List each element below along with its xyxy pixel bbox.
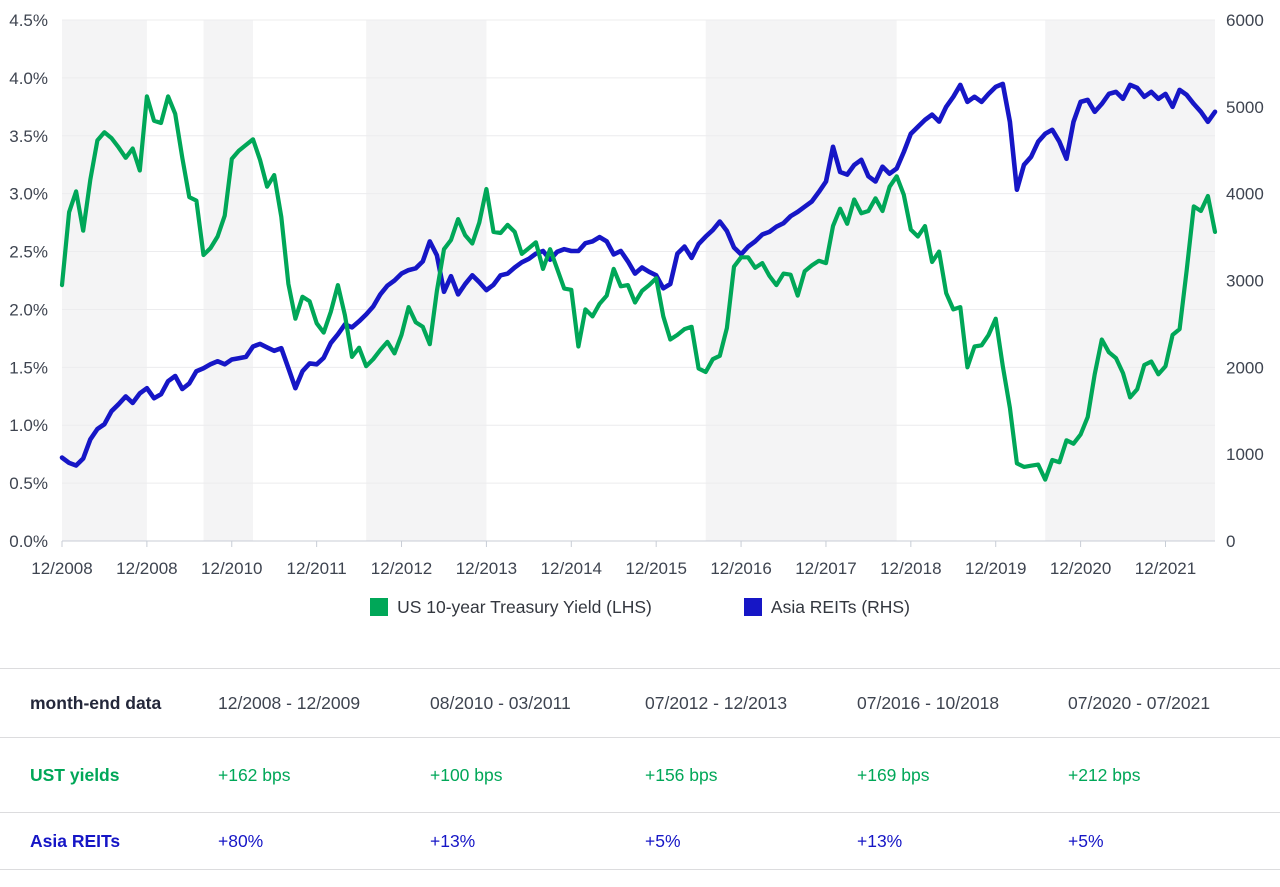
x-tick-label: 12/2014 (541, 559, 602, 578)
ust-value-cell: +162 bps (218, 764, 291, 785)
y-left-tick-label: 3.0% (9, 185, 48, 204)
ust-yield-swatch (370, 598, 389, 616)
period-cell: 08/2010 - 03/2011 (430, 692, 571, 713)
x-tick-label: 12/2008 (116, 559, 177, 578)
legend-item-ust-yield: US 10-year Treasury Yield (LHS) (370, 597, 652, 618)
asia-reits-line (59, 81, 1218, 468)
ust-yield-legend-label: US 10-year Treasury Yield (LHS) (397, 596, 652, 617)
asia-reits-legend-label: Asia REITs (RHS) (770, 596, 910, 617)
y-left-tick-label: 0.5% (9, 474, 48, 493)
x-tick-label: 12/2018 (880, 559, 941, 578)
table-row-periods: month-end data 12/2008 - 12/2009 08/2010… (0, 668, 1280, 737)
y-right-tick-label: 6000 (1226, 11, 1264, 30)
y-left-tick-label: 2.0% (9, 300, 48, 319)
ust-value-cell: +156 bps (645, 764, 718, 785)
reits-value-cell: +5% (1068, 830, 1104, 851)
x-tick-label: 12/2016 (710, 559, 771, 578)
y-right-tick-label: 4000 (1226, 185, 1264, 204)
y-left-tick-label: 0.0% (9, 532, 48, 551)
table-header-label: month-end data (30, 692, 162, 713)
reits-row-label: Asia REITs (30, 830, 121, 851)
x-tick-label: 12/2013 (456, 559, 517, 578)
x-tick-label: 12/2010 (201, 559, 262, 578)
x-tick-label: 12/2011 (287, 559, 347, 578)
y-right-tick-label: 0 (1226, 532, 1235, 551)
y-left-tick-label: 4.0% (9, 69, 48, 88)
summary-table: month-end data 12/2008 - 12/2009 08/2010… (0, 668, 1280, 870)
ust-value-cell: +169 bps (857, 764, 930, 785)
table-row-ust-yields: UST yields +162 bps +100 bps +156 bps +1… (0, 737, 1280, 812)
x-tick-label: 12/2012 (371, 559, 432, 578)
period-cell: 07/2020 - 07/2021 (1068, 692, 1211, 713)
x-tick-label: 12/2020 (1050, 559, 1111, 578)
reits-value-cell: +13% (430, 830, 476, 851)
y-left-tick-label: 1.0% (9, 416, 48, 435)
y-right-tick-label: 5000 (1226, 98, 1264, 117)
highlight-band (62, 20, 147, 541)
x-tick-label: 12/2017 (795, 559, 856, 578)
dual-axis-line-chart: 0.0% 0.5% 1.0% 1.5% 2.0% 2.5% 3.0% 3.5% 4.0% 4.5%… (9, 11, 1264, 578)
reits-value-cell: +80% (218, 830, 264, 851)
ust-value-cell: +212 bps (1068, 764, 1141, 785)
x-tick-label: 12/2015 (625, 559, 686, 578)
x-tick-label: 12/2021 (1135, 559, 1196, 578)
y-right-tick-label: 1000 (1226, 445, 1264, 464)
y-right-tick-label: 2000 (1226, 358, 1264, 377)
ust-yield-line (59, 94, 1218, 482)
legend-item-asia-reits: Asia REITs (RHS) (743, 596, 910, 618)
period-cell: 07/2016 - 10/2018 (857, 692, 1000, 713)
asia-reits-swatch (743, 598, 762, 616)
y-left-tick-label: 2.5% (9, 243, 48, 262)
reits-value-cell: +13% (857, 830, 903, 851)
ust-value-cell: +100 bps (430, 764, 503, 785)
x-tick-label: 12/2019 (965, 559, 1026, 578)
highlight-band (203, 20, 253, 541)
table-row-asia-reits: Asia REITs +80% +13% +5% +13% +5% (0, 812, 1280, 869)
y-right-tick-label: 3000 (1226, 272, 1264, 291)
y-left-tick-label: 4.5% (9, 11, 48, 30)
period-cell: 07/2012 - 12/2013 (645, 692, 788, 713)
chart-legend: US 10-year Treasury Yield (LHS) Asia REI… (0, 595, 1280, 619)
y-left-tick-label: 3.5% (9, 127, 48, 146)
reits-value-cell: +5% (645, 830, 681, 851)
ust-row-label: UST yields (30, 764, 120, 785)
x-tick-label: 12/2008 (31, 559, 92, 578)
y-left-tick-label: 1.5% (9, 358, 48, 377)
period-cell: 12/2008 - 12/2009 (218, 692, 361, 713)
